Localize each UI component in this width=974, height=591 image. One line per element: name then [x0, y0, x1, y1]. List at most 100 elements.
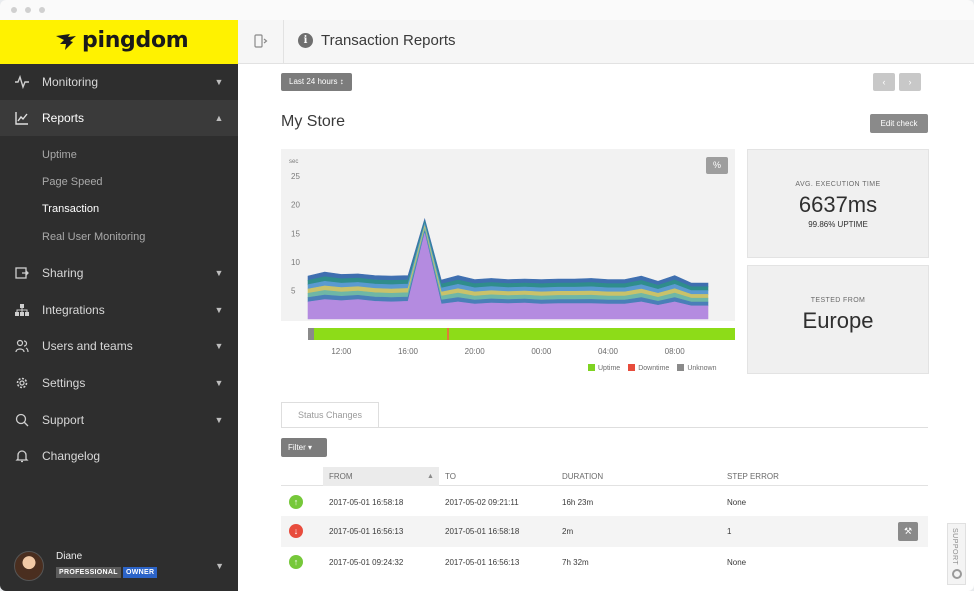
- row-step-error: 1: [727, 527, 732, 536]
- table-row[interactable]: ↓ 2017-05-01 16:56:13 2017-05-01 16:58:1…: [281, 516, 928, 547]
- x-tick-label: 04:00: [597, 347, 619, 356]
- gear-icon: [15, 376, 29, 390]
- sidebar-item-integrations[interactable]: Integrations ▼: [0, 292, 238, 328]
- x-tick-label: 20:00: [464, 347, 485, 356]
- x-tick-label: 12:00: [331, 347, 352, 356]
- row-step-error: None: [727, 558, 747, 567]
- chat-icon: [15, 413, 29, 427]
- window-titlebar: [0, 0, 974, 20]
- legend-item: Unknown: [677, 364, 717, 372]
- tested-from-caption: TESTED FROM: [810, 297, 866, 304]
- tested-from-value: Europe: [802, 308, 874, 333]
- table-row[interactable]: ↑ 2017-05-01 09:24:32 2017-05-01 16:56:1…: [281, 547, 928, 578]
- support-tab[interactable]: SUPPORT: [947, 523, 966, 585]
- chevron-up-icon: ▲: [214, 113, 224, 123]
- sidebar-item-users-and-teams[interactable]: Users and teams ▼: [0, 328, 238, 364]
- series-area-layer: [307, 233, 709, 320]
- row-duration: 7h 32m: [562, 558, 589, 567]
- column-from[interactable]: FROM: [329, 472, 353, 481]
- status-uptime-segment: [308, 328, 735, 340]
- column-duration[interactable]: DURATION: [562, 472, 604, 481]
- plan-badge: PROFESSIONAL: [56, 567, 121, 578]
- chart-canvas: sec 25 20 15 10 5: [289, 159, 709, 320]
- chevron-down-icon: ▼: [214, 268, 224, 278]
- brand-bar[interactable]: pingdom: [0, 20, 238, 64]
- uptime-status-bar[interactable]: [308, 328, 735, 340]
- lifebuoy-icon: [952, 569, 962, 579]
- sidebar-item-label: Users and teams: [42, 339, 133, 353]
- sidebar-item-changelog[interactable]: Changelog: [0, 438, 238, 474]
- chevron-down-icon: ▼: [214, 77, 224, 87]
- table-header: FROM ▲ TO DURATION STEP ERROR: [281, 467, 928, 486]
- status-down-icon: ↓: [289, 524, 303, 538]
- sidebar-subitem-real-user-monitoring[interactable]: Real User Monitoring: [42, 231, 146, 243]
- sorted-column-bg: [323, 467, 439, 486]
- x-axis-ticks: 12:00 16:00 20:00 00:00 04:00 08:00: [281, 347, 735, 359]
- status-up-icon: ↑: [289, 555, 303, 569]
- sidebar-item-sharing[interactable]: Sharing ▼: [0, 255, 238, 291]
- previous-period-button[interactable]: ‹: [873, 73, 895, 91]
- user-name: Diane: [56, 551, 83, 562]
- legend-label: Uptime: [598, 365, 621, 372]
- row-to: 2017-05-01 16:56:13: [445, 558, 520, 567]
- chevron-down-icon: ▼: [214, 415, 224, 425]
- status-downtime-segment: [447, 328, 449, 340]
- next-period-button[interactable]: ›: [899, 73, 921, 91]
- status-unknown-segment: [308, 328, 314, 340]
- sidebar-subitem-page-speed[interactable]: Page Speed: [42, 176, 103, 188]
- time-range-select[interactable]: Last 24 hours ↕: [281, 73, 352, 91]
- user-menu[interactable]: Diane PROFESSIONAL OWNER ▼: [0, 545, 238, 591]
- filter-button[interactable]: Filter ▾: [281, 438, 327, 457]
- window-minimize-dot[interactable]: [25, 7, 31, 13]
- legend-swatch: [588, 364, 595, 371]
- row-from: 2017-05-01 16:58:18: [329, 498, 404, 507]
- y-tick-label: 20: [291, 201, 300, 210]
- sidebar-item-settings[interactable]: Settings ▼: [0, 365, 238, 401]
- page-header: i Transaction Reports: [238, 20, 974, 64]
- window-close-dot[interactable]: [11, 7, 17, 13]
- window-zoom-dot[interactable]: [39, 7, 45, 13]
- table-row[interactable]: ↑ 2017-05-01 16:58:18 2017-05-02 09:21:1…: [281, 487, 928, 518]
- chevron-down-icon: ▼: [214, 341, 224, 351]
- column-to[interactable]: TO: [445, 472, 456, 481]
- series-area-layer: [307, 217, 709, 288]
- sidebar-item-reports[interactable]: Reports ▲: [0, 100, 238, 136]
- row-step-error: None: [727, 498, 747, 507]
- uptime-value: 99.86% UPTIME: [808, 220, 868, 229]
- status-up-icon: ↑: [289, 495, 303, 509]
- edit-check-button[interactable]: Edit check: [870, 114, 928, 133]
- y-tick-label: 25: [291, 172, 300, 181]
- column-step-error[interactable]: STEP ERROR: [727, 472, 779, 481]
- sidebar-item-label: Settings: [42, 376, 86, 390]
- sidebar-item-monitoring[interactable]: Monitoring ▼: [0, 64, 238, 100]
- tab-divider: [281, 427, 928, 428]
- y-tick-label: 5: [291, 286, 296, 295]
- tab-status-changes[interactable]: Status Changes: [281, 402, 379, 428]
- y-tick-label: 10: [291, 258, 300, 267]
- collapse-sidebar-button[interactable]: [238, 20, 284, 63]
- chart-icon: [15, 111, 29, 125]
- chart-legend: Uptime Downtime Unknown: [588, 364, 725, 374]
- users-icon: [15, 339, 29, 353]
- legend-swatch: [677, 364, 685, 371]
- y-tick-label: 15: [291, 229, 300, 238]
- check-name: My Store: [281, 113, 346, 130]
- info-icon[interactable]: i: [298, 33, 313, 48]
- row-from: 2017-05-01 16:56:13: [329, 527, 404, 536]
- tested-from-card: TESTED FROM Europe: [747, 265, 929, 374]
- sidebar-item-label: Changelog: [42, 449, 101, 463]
- legend-swatch: [628, 364, 636, 371]
- share-icon: [15, 266, 29, 280]
- sidebar-subitem-uptime[interactable]: Uptime: [42, 149, 77, 161]
- sidebar-subitem-transaction[interactable]: Transaction: [42, 203, 100, 215]
- chevron-down-icon: ▼: [214, 305, 224, 315]
- sort-asc-icon[interactable]: ▲: [427, 473, 434, 480]
- legend-label: Unknown: [687, 365, 717, 372]
- exec-time-value: 6637ms: [798, 192, 878, 217]
- y-axis-label: sec: [289, 159, 298, 165]
- role-badge: OWNER: [123, 567, 158, 578]
- percent-toggle-button[interactable]: %: [706, 157, 728, 174]
- sidebar-item-support[interactable]: Support ▼: [0, 402, 238, 438]
- wrench-icon[interactable]: ⚒: [898, 522, 918, 541]
